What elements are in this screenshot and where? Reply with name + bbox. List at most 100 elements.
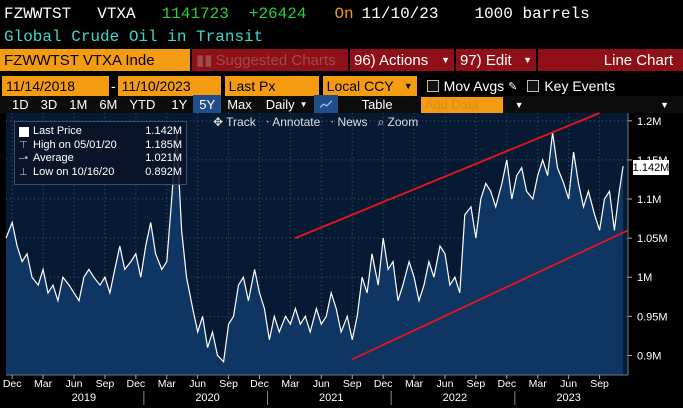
year-label: 2019 <box>72 392 96 404</box>
zoom-tool[interactable]: ⌕ Zoom <box>377 114 419 129</box>
header-bar: FZWWTST VTXA 1141723 +26424 On 11/10/23 … <box>0 0 683 27</box>
x-tick-label: Sep <box>219 378 238 390</box>
y-tick-label: 0.9M <box>637 350 661 362</box>
annotate-tool[interactable]: ‧ Annotate <box>265 115 321 129</box>
chevron-down-icon: ▼ <box>299 100 308 109</box>
period-bar: 1D 3D 1M 6M YTD 1Y 5Y Max Daily ▼ Table … <box>0 94 683 115</box>
x-tick-label: Mar <box>405 378 424 390</box>
date-separator: - <box>111 78 116 94</box>
units-label: 1000 barrels <box>474 4 590 23</box>
x-tick-label: Mar <box>529 378 548 390</box>
average-marker-icon: –• <box>19 153 29 164</box>
chart-legend: Last Price 1.142M ⊤ High on 05/01/20 1.18… <box>14 121 187 185</box>
low-marker-icon: ⊥ <box>19 166 28 178</box>
x-tick-label: Jun <box>560 378 577 390</box>
last-price-marker: 1.142M <box>632 160 670 175</box>
as-of-date: 11/10/23 <box>361 4 439 23</box>
mov-avgs-label: Mov Avgs <box>443 78 505 94</box>
period-5y[interactable]: 5Y <box>193 94 222 115</box>
change-value: +26424 <box>248 4 307 23</box>
year-label: 2022 <box>443 392 467 404</box>
add-data-input[interactable]: Add Data <box>420 96 503 113</box>
toolbar: FZWWTST VTXA Inde ▮▮ Suggested Charts 96… <box>0 49 683 71</box>
actions-label: 96) Actions <box>354 51 429 69</box>
period-ytd[interactable]: YTD <box>129 97 156 112</box>
news-tool[interactable]: ‧ News <box>330 115 368 129</box>
chevron-down-icon: ▼ <box>403 81 413 91</box>
chart-type-button[interactable]: Line Chart <box>538 49 683 71</box>
year-label: 2020 <box>195 392 219 404</box>
x-tick-label: Mar <box>34 378 53 390</box>
chevron-down-icon: ▼ <box>441 55 450 65</box>
period-max[interactable]: Max <box>227 97 252 112</box>
pencil-icon: ✎ <box>508 80 518 93</box>
frequency-label: Daily <box>265 97 295 112</box>
legend-swatch <box>19 126 29 137</box>
period-1d[interactable]: 1D <box>12 97 29 112</box>
x-tick-label: Mar <box>158 378 177 390</box>
start-date-input[interactable]: 11/14/2018 <box>2 76 109 96</box>
add-data-label: Add Data <box>424 97 479 112</box>
mov-avgs-toggle[interactable]: Mov Avgs ✎ <box>426 78 518 94</box>
table-button[interactable]: Table <box>361 97 393 112</box>
suggested-icon: ▮▮ <box>196 52 213 69</box>
price-field-select[interactable]: Last Px <box>224 76 319 96</box>
x-tick-label: Dec <box>497 378 516 390</box>
on-label: On <box>334 4 354 23</box>
period-3d[interactable]: 3D <box>40 97 58 112</box>
controls-bar: 11/14/2018 - 11/10/2023 Last Px Local CC… <box>0 76 683 96</box>
frequency-select[interactable]: Daily ▼ <box>260 95 314 115</box>
chevron-down-icon[interactable]: ▼ <box>660 99 669 110</box>
end-date-input[interactable]: 11/10/2023 <box>117 76 221 96</box>
line-chart-icon[interactable] <box>313 94 338 115</box>
x-tick-label: Dec <box>3 378 22 390</box>
period-6m[interactable]: 6M <box>99 97 118 112</box>
x-tick-label: Dec <box>126 378 145 390</box>
chart-tools: ✥ Track ‧ Annotate ‧ News ⌕ Zoom <box>213 114 428 130</box>
key-events-toggle[interactable]: Key Events <box>527 78 615 94</box>
currency-label: Local CCY <box>326 78 394 94</box>
x-tick-label: Mar <box>281 378 300 390</box>
legend-last: Last Price 1.142M <box>19 125 182 139</box>
chevron-down-icon: ▼ <box>523 55 532 65</box>
edit-menu[interactable]: 97) Edit ▼ <box>456 49 536 71</box>
x-tick-label: Sep <box>467 378 486 390</box>
year-label: 2023 <box>556 392 580 404</box>
x-tick-label: Jun <box>66 378 83 390</box>
y-tick-label: 1.2M <box>637 116 661 128</box>
x-tick-label: Dec <box>374 378 393 390</box>
x-tick-label: Jun <box>189 378 206 390</box>
x-tick-label: Dec <box>250 378 269 390</box>
period-1y[interactable]: 1Y <box>171 97 188 112</box>
y-tick-label: 1M <box>637 272 652 284</box>
year-label: 2021 <box>319 392 343 404</box>
legend-low: ⊥ Low on 10/16/20 0.892M <box>19 165 182 178</box>
x-tick-label: Sep <box>590 378 609 390</box>
track-tool[interactable]: ✥ Track <box>213 115 256 129</box>
key-events-label: Key Events <box>544 78 616 94</box>
y-tick-label: 1.05M <box>637 233 668 245</box>
legend-high: ⊤ High on 05/01/20 1.185M <box>19 138 182 151</box>
actions-menu[interactable]: 96) Actions ▼ <box>350 49 454 71</box>
edit-label: 97) Edit <box>460 51 512 69</box>
x-tick-label: Sep <box>96 378 115 390</box>
suggested-label: Suggested Charts <box>215 51 336 69</box>
currency-select[interactable]: Local CCY ▼ <box>322 76 417 96</box>
checkbox-icon <box>527 80 540 92</box>
trend-channel-line <box>351 229 629 361</box>
period-1m[interactable]: 1M <box>69 97 88 112</box>
subtitle: Global Crude Oil in Transit <box>4 28 264 46</box>
high-marker-icon: ⊤ <box>19 139 28 151</box>
x-tick-label: Jun <box>437 378 454 390</box>
suggested-charts-button[interactable]: ▮▮ Suggested Charts <box>192 49 348 71</box>
trend-channel-line <box>295 112 600 239</box>
x-tick-label: Sep <box>343 378 362 390</box>
y-tick-label: 1.1M <box>637 194 661 206</box>
security-field[interactable]: FZWWTST VTXA Inde <box>0 49 190 71</box>
legend-average: –• Average 1.021M <box>19 152 182 164</box>
x-tick-label: Jun <box>313 378 330 390</box>
field-code: VTXA <box>97 4 136 23</box>
chevron-down-icon[interactable]: ▼ <box>514 99 524 110</box>
y-tick-label: 0.95M <box>637 311 668 323</box>
ticker: FZWWTST <box>4 4 72 23</box>
